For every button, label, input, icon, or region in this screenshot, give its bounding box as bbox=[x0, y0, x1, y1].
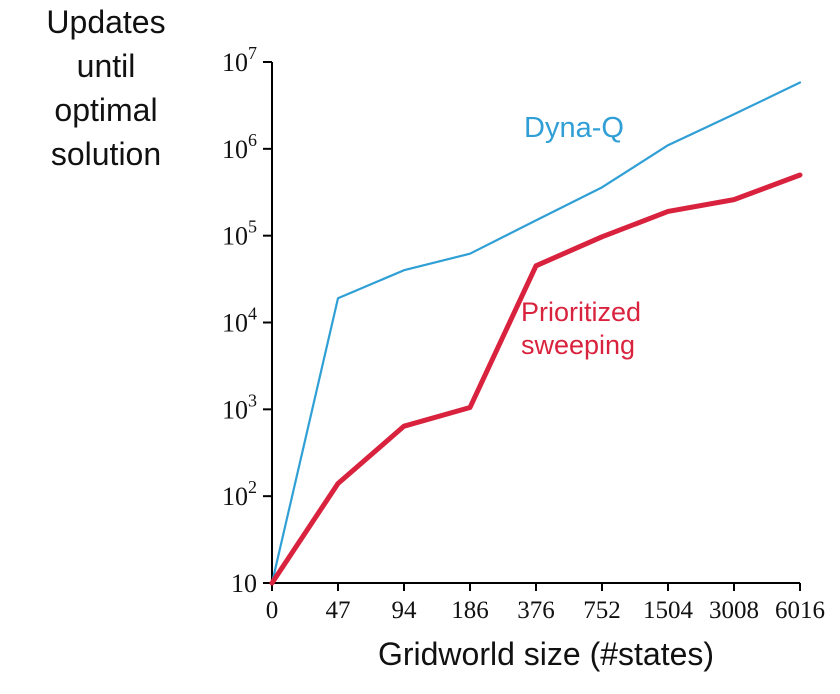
y-axis-label: Updates until optimal solution bbox=[46, 4, 166, 172]
series-line-prioritized-sweeping bbox=[269, 172, 803, 586]
y-tick-label: 103 bbox=[222, 390, 257, 424]
x-tick-label: 376 bbox=[517, 597, 555, 624]
x-tick-label: 47 bbox=[326, 597, 351, 624]
y-tick-label: 10 bbox=[231, 569, 257, 598]
x-tick-label: 0 bbox=[266, 597, 279, 624]
y-tick-label: 107 bbox=[222, 43, 257, 77]
y-tick-label: 102 bbox=[222, 477, 257, 511]
x-tick-label: 6016 bbox=[775, 597, 825, 624]
x-axis-label: Gridworld size (#states) bbox=[377, 636, 715, 672]
x-tick-label: 1504 bbox=[643, 597, 694, 624]
y-tick-label: 104 bbox=[222, 304, 257, 338]
x-tick-label: 752 bbox=[583, 597, 621, 624]
series-label-prioritized-sweeping: Prioritized sweeping bbox=[521, 297, 642, 360]
series-label-dyna-q: Dyna-Q bbox=[524, 112, 624, 144]
series-line-dyna-q bbox=[270, 81, 802, 585]
x-tick-label: 3008 bbox=[709, 597, 759, 624]
y-tick-label: 105 bbox=[222, 217, 257, 251]
y-tick-label: 106 bbox=[222, 130, 257, 164]
x-tick-label: 94 bbox=[392, 597, 418, 624]
x-tick-label: 186 bbox=[451, 597, 489, 624]
